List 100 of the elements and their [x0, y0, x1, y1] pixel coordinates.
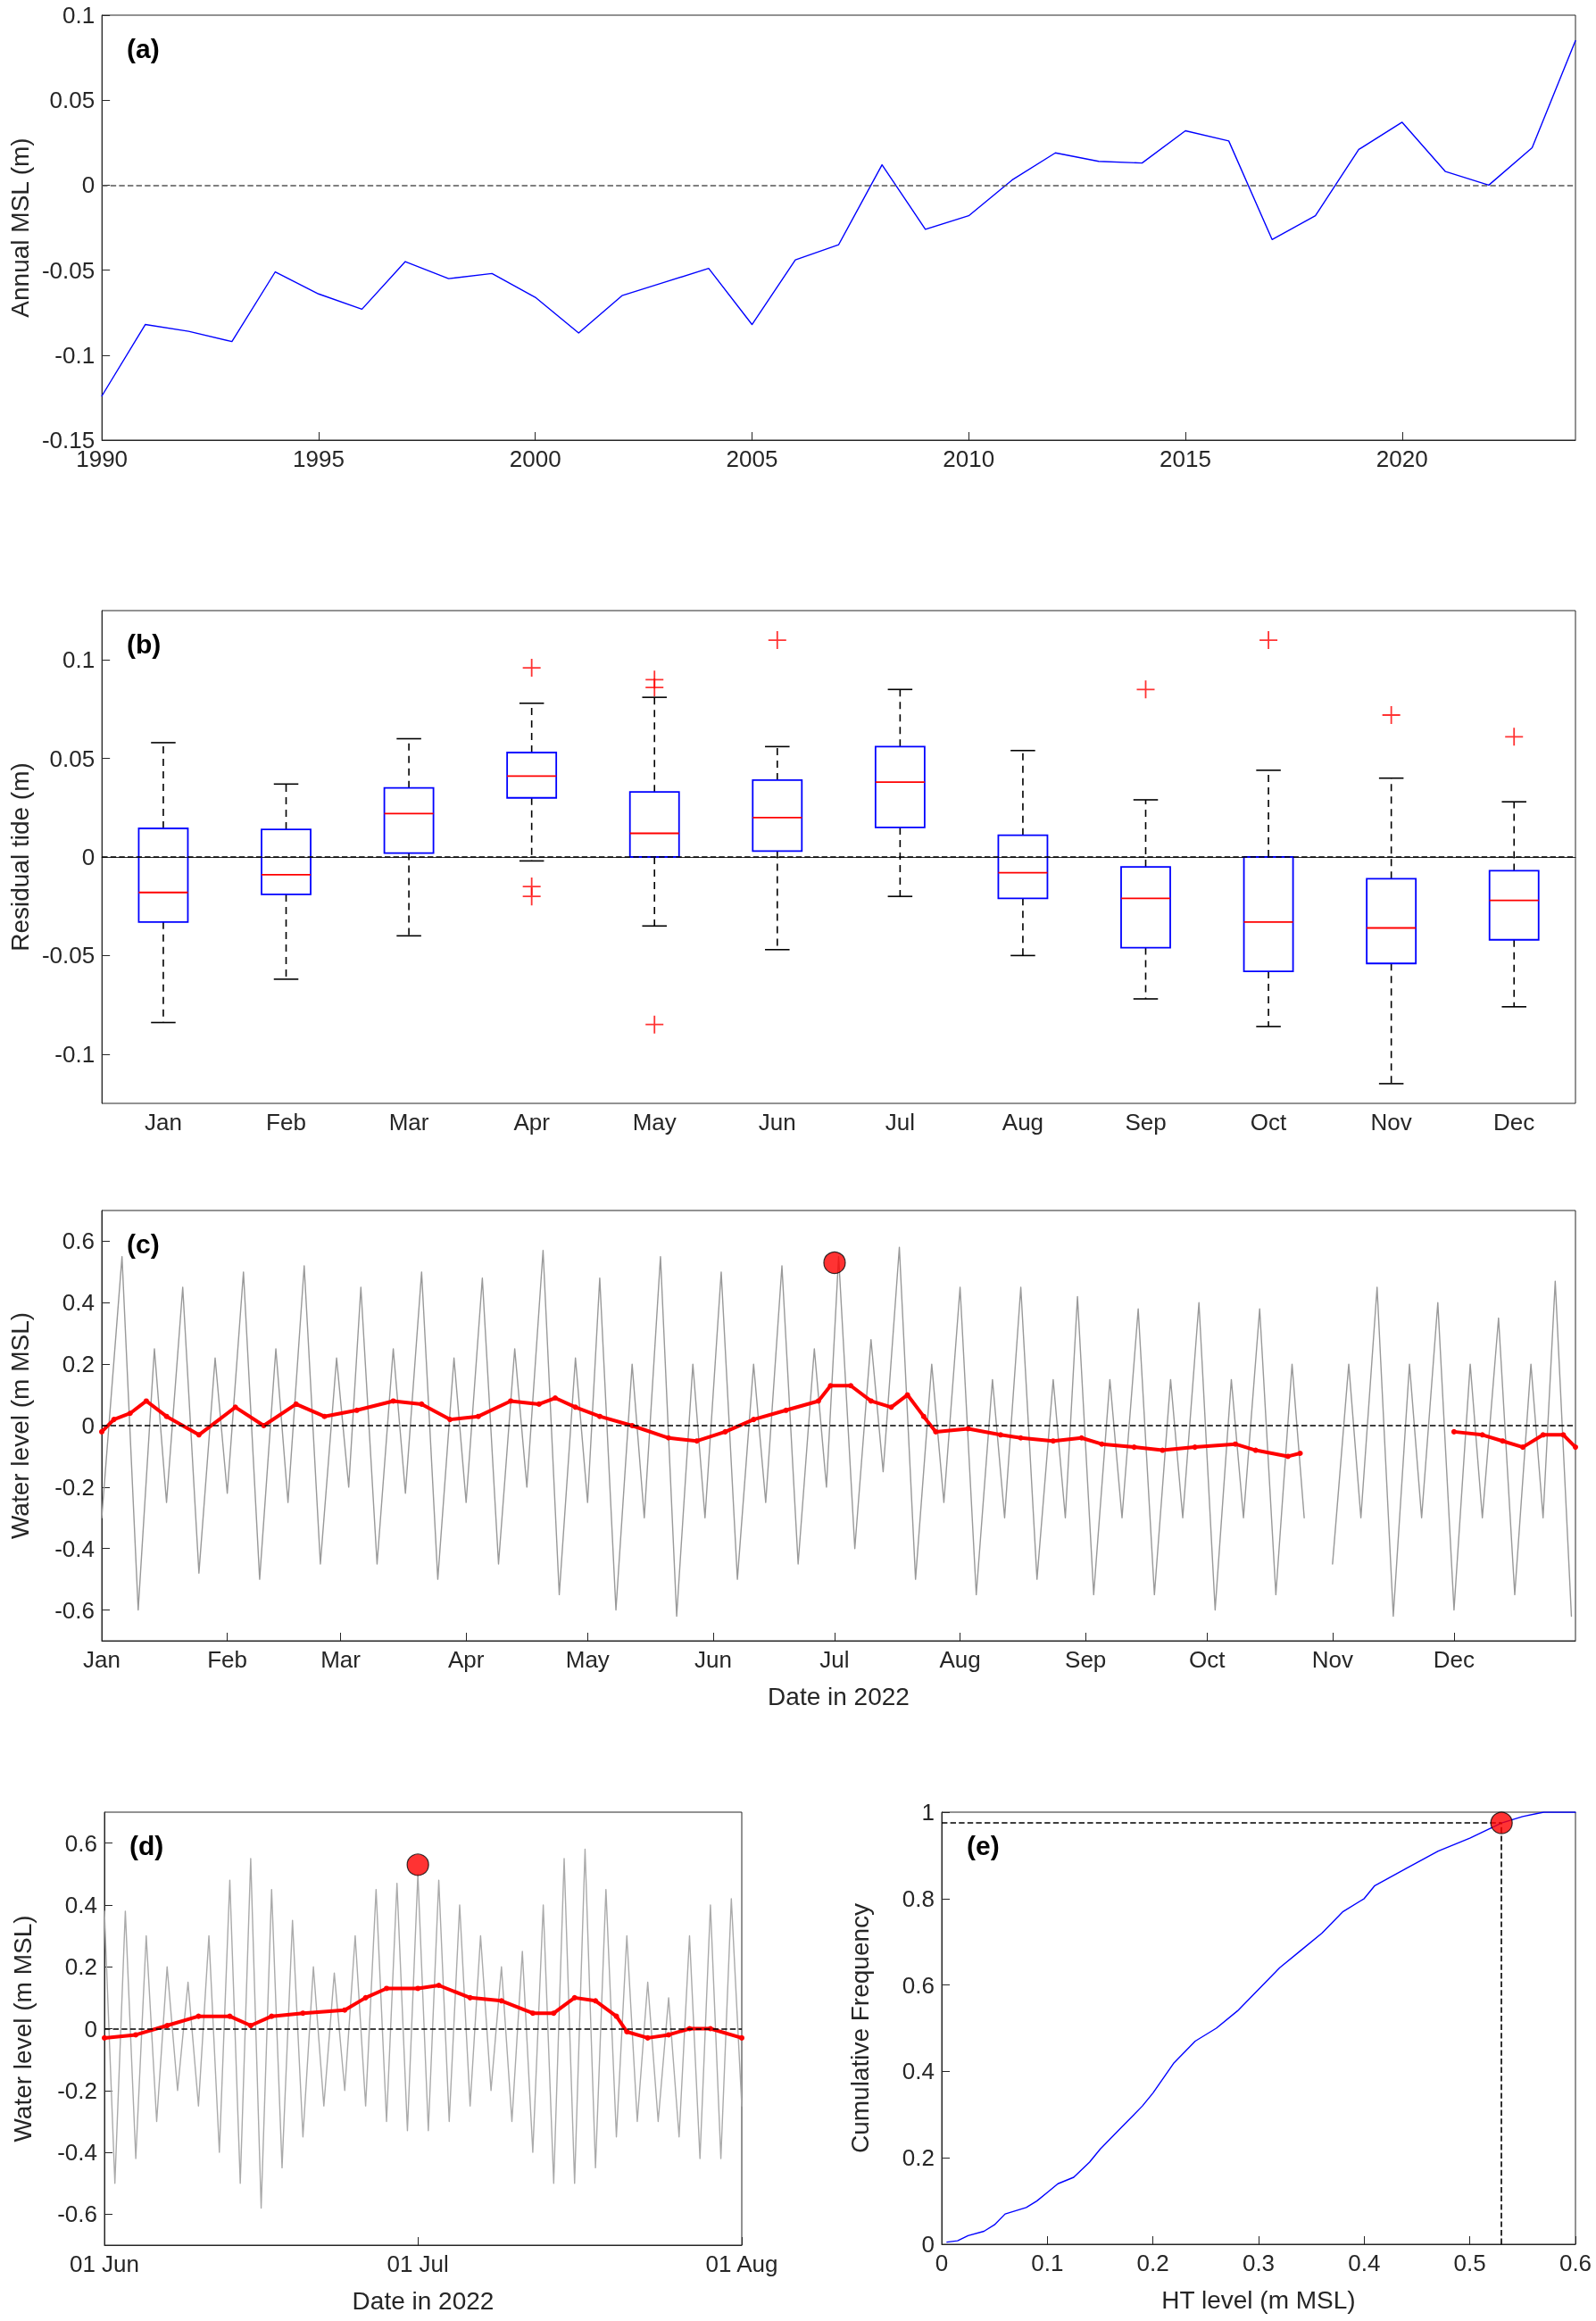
point	[508, 1398, 514, 1404]
y-tick-label: 0	[81, 171, 96, 199]
point	[823, 1251, 846, 1275]
x-tick-label: Apr	[447, 1646, 485, 1673]
y-tick-label: -0.2	[57, 2076, 97, 2104]
point	[722, 1428, 728, 1435]
point	[406, 1853, 429, 1876]
annotation: (a)	[127, 33, 160, 63]
point	[848, 1383, 854, 1389]
y-tick-label: 0.8	[902, 1884, 935, 1912]
y-tick-label: -0.6	[54, 1596, 95, 1624]
x-axis-title: Date in 2022	[768, 1682, 910, 1710]
point	[102, 2034, 107, 2041]
y-tick-label: 0.6	[902, 1971, 935, 1999]
x-tick-label: Jan	[144, 1109, 182, 1136]
x-tick-label: 0.3	[1242, 2250, 1276, 2276]
point	[536, 1401, 542, 1407]
point	[353, 1407, 360, 1413]
point	[227, 2013, 233, 2019]
x-tick-label: Sep	[1065, 1646, 1107, 1673]
point	[1284, 1453, 1291, 1460]
annotation: (d)	[129, 1830, 164, 1860]
point	[644, 2034, 651, 2041]
x-tick-label: Mar	[388, 1109, 429, 1136]
x-tick-label: 2020	[1376, 445, 1428, 472]
point	[997, 1432, 1003, 1438]
x-tick-label: 01 Aug	[705, 2250, 778, 2277]
point	[694, 1438, 700, 1444]
point	[572, 1404, 578, 1410]
y-tick-label: -0.05	[41, 942, 96, 969]
point	[1078, 1435, 1085, 1441]
point	[666, 2032, 672, 2038]
y-tick-label: -0.2	[54, 1473, 95, 1501]
x-tick-label: May	[632, 1109, 677, 1136]
y-tick-label: -0.1	[54, 341, 96, 369]
point	[571, 1994, 578, 2001]
point	[99, 1428, 104, 1435]
y-tick-label: 0.4	[64, 1891, 97, 1918]
point	[666, 1435, 671, 1441]
point	[827, 1383, 834, 1389]
y-tick-label: -0.05	[41, 256, 96, 284]
point	[447, 1417, 453, 1423]
point	[553, 1395, 558, 1402]
x-tick-label: Aug	[1002, 1109, 1044, 1136]
x-tick-label: Feb	[266, 1109, 306, 1136]
x-tick-label: May	[565, 1646, 610, 1673]
point	[362, 1994, 369, 2001]
x-tick-label: Apr	[513, 1109, 551, 1136]
point	[163, 1413, 170, 1419]
y-axis-title: Residual tide (m)	[5, 762, 34, 952]
x-tick-label: 0.6	[1559, 2250, 1592, 2276]
x-tick-label: Jul	[885, 1109, 915, 1136]
point	[247, 2023, 254, 2029]
y-tick-label: 0	[81, 844, 96, 870]
x-tick-label: Sep	[1125, 1109, 1167, 1136]
point	[888, 1404, 894, 1410]
point	[868, 1398, 874, 1404]
point	[475, 1413, 481, 1419]
y-tick-label: -0.4	[57, 2139, 97, 2167]
point	[419, 1401, 425, 1407]
point	[1573, 1444, 1578, 1451]
y-tick-label: 0.2	[64, 1953, 97, 1981]
x-tick-label: Oct	[1250, 1109, 1288, 1136]
y-axis-title: Annual MSL (m)	[5, 137, 34, 318]
y-tick-label: 0.1	[62, 2, 96, 29]
point	[232, 1404, 238, 1410]
x-tick-label: 2015	[1160, 445, 1211, 472]
y-tick-label: 0	[84, 2015, 97, 2042]
point	[1233, 1441, 1238, 1447]
y-tick-label: 0.05	[49, 87, 96, 114]
annotation: (e)	[967, 1830, 1000, 1860]
point	[498, 1998, 504, 2004]
y-tick-label: 1	[921, 1799, 935, 1826]
point	[321, 1413, 328, 1419]
y-tick-label: 0.1	[62, 646, 96, 674]
x-tick-label: 0.1	[1031, 2250, 1064, 2276]
point	[143, 1398, 149, 1404]
point	[933, 1428, 939, 1435]
point	[624, 2028, 630, 2034]
x-axis-title: Date in 2022	[352, 2286, 495, 2315]
x-tick-label: 2000	[509, 445, 561, 472]
point	[164, 2023, 170, 2029]
x-tick-label: Dec	[1433, 1646, 1475, 1673]
x-axis-title: HT level (m MSL)	[1161, 2285, 1356, 2314]
point	[815, 1398, 821, 1404]
x-tick-label: Nov	[1370, 1109, 1412, 1136]
point	[467, 1994, 473, 2001]
x-tick-label: Jun	[694, 1646, 732, 1673]
x-tick-label: 01 Jul	[387, 2250, 449, 2277]
point	[751, 1417, 757, 1423]
x-tick-label: Dec	[1493, 1109, 1535, 1136]
point	[415, 1985, 421, 1992]
annotation: (c)	[127, 1228, 160, 1259]
point	[596, 1413, 603, 1419]
y-tick-label: 0.05	[49, 745, 96, 772]
x-tick-label: Mar	[320, 1646, 362, 1673]
point	[390, 1398, 396, 1404]
point	[1520, 1444, 1526, 1451]
point	[1050, 1438, 1056, 1444]
x-tick-label: 0.2	[1136, 2250, 1169, 2276]
